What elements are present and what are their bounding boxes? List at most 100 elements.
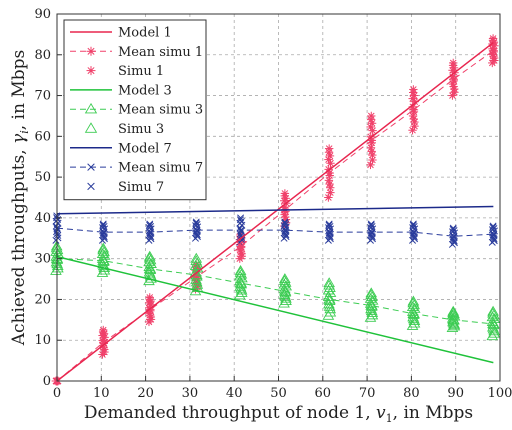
mean-simu-line	[56, 258, 494, 325]
y-tick-label: 70	[34, 89, 51, 104]
simu-point	[280, 280, 293, 291]
simu-point	[143, 252, 156, 263]
mean-simu-point	[487, 317, 500, 329]
simu-point	[366, 294, 379, 305]
mean-simu-point	[449, 232, 458, 240]
mean-simu-point	[489, 230, 498, 238]
simu-point	[146, 221, 154, 229]
simu-point	[279, 290, 292, 301]
simu-point	[190, 255, 202, 266]
simu-point	[325, 179, 334, 189]
simu-point	[409, 88, 418, 97]
x-tick-label: 0	[53, 386, 61, 401]
simu-point	[367, 221, 375, 229]
simu-point	[450, 88, 459, 97]
simu-point	[488, 313, 501, 323]
legend-entry-label: Mean simu 1	[118, 45, 203, 60]
simu-point	[325, 221, 333, 229]
simu-point	[366, 122, 375, 132]
simu-point	[236, 272, 248, 283]
y-tick-label: 40	[34, 211, 51, 226]
simu-point	[145, 258, 157, 268]
y-tick-label: 90	[34, 7, 51, 22]
y-tick-label: 60	[34, 129, 51, 144]
y-tick-label: 10	[34, 333, 51, 348]
y-tick-label: 20	[34, 292, 51, 307]
legend: Model 1 Mean simu 1 Simu 1 Model 3 Mean simu…	[63, 19, 207, 201]
x-axis-label: Demanded throughput of node 1, v1, in Mb…	[84, 403, 473, 425]
mean-simu-point	[278, 285, 292, 296]
simu-point	[97, 256, 110, 266]
simu-point	[324, 155, 333, 164]
simu-point	[97, 242, 110, 253]
y-tick-label: 80	[34, 48, 51, 63]
simu-point	[99, 221, 107, 229]
mean-simu-point	[365, 299, 378, 310]
mean-simu-point	[99, 228, 108, 236]
legend-entry-label: Mean simu 7	[118, 161, 203, 176]
simu-point	[368, 155, 377, 165]
simu-point	[487, 323, 500, 334]
simu-point	[447, 306, 459, 317]
simu-point	[365, 305, 378, 316]
x-tick-label: 10	[93, 386, 110, 401]
mean-simu-point	[97, 254, 110, 265]
simu-point	[407, 297, 420, 308]
simu-point	[489, 223, 497, 231]
simu-point	[238, 236, 246, 244]
mean-simu-point	[409, 228, 418, 236]
simu-point	[365, 289, 377, 300]
legend-marker	[86, 46, 96, 56]
simu-point	[407, 295, 420, 306]
x-tick-label: 40	[226, 386, 243, 401]
legend-marker	[87, 182, 95, 191]
simu-point	[281, 219, 289, 227]
simu-point	[449, 82, 458, 91]
mean-simu-point	[407, 307, 420, 318]
legend-marker	[87, 163, 95, 171]
simu-point	[50, 264, 62, 275]
mean-simu-point	[488, 46, 498, 56]
simu-point	[367, 147, 376, 156]
x-tick-label: 20	[137, 386, 154, 401]
simu-point	[446, 309, 459, 320]
simu-point	[447, 317, 460, 328]
simu-point	[364, 311, 377, 322]
y-axis-label: Achieved throughputs, γi, in Mbps	[9, 50, 31, 347]
simu-point	[236, 247, 246, 257]
axis-ticks: 0 10 20 30 40 50 60 70 80 90 100 0 10 20 30 40 50 60 70 80 9…	[34, 7, 512, 401]
simu-point	[326, 188, 335, 197]
mean-simu-point	[325, 228, 334, 236]
simu-point	[449, 225, 457, 233]
simu-point	[407, 313, 420, 324]
simu-point	[191, 278, 204, 289]
x-tick-label: 50	[270, 386, 287, 401]
simu-point	[190, 276, 203, 287]
simu-point	[98, 327, 108, 337]
mean-simu-point	[192, 272, 202, 282]
simu-point	[324, 303, 337, 314]
simu-point	[237, 232, 245, 240]
legend-marker	[84, 102, 98, 114]
simu-point	[322, 284, 335, 295]
simu-point	[280, 191, 289, 201]
simu-point	[487, 305, 499, 316]
simu-point	[189, 260, 202, 270]
simu-point	[324, 148, 334, 157]
simu-point	[448, 61, 458, 70]
simu-point	[323, 277, 336, 288]
y-tick-label: 0	[43, 374, 51, 389]
simu-point	[324, 306, 337, 317]
model-line	[56, 41, 494, 382]
simu-point	[448, 320, 461, 331]
simu-point	[236, 216, 244, 224]
simu-point	[145, 295, 154, 304]
simu-point	[366, 115, 376, 124]
mean-simu-point	[146, 228, 154, 236]
x-tick-label: 60	[315, 386, 332, 401]
simu-point	[97, 260, 110, 271]
simu-point	[409, 221, 417, 229]
simu-point	[233, 289, 246, 300]
simu-point	[144, 264, 157, 275]
